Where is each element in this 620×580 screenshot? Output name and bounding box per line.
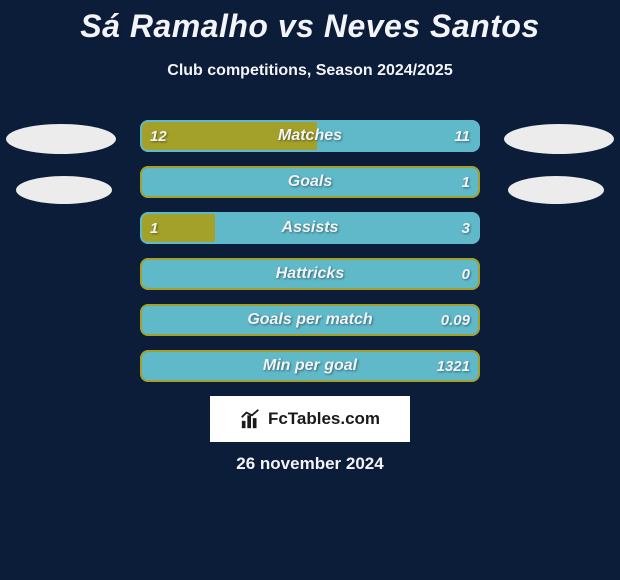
comparison-infographic: Sá Ramalho vs Neves Santos Club competit… xyxy=(0,0,620,580)
player-left-name: Sá Ramalho xyxy=(80,8,268,44)
stat-bar: Hattricks0 xyxy=(140,258,480,290)
page-title: Sá Ramalho vs Neves Santos xyxy=(0,8,620,45)
stat-bar-fill-right xyxy=(140,166,480,198)
stat-bars: Matches1211 Goals1 Assists13 Hattricks0 Goal… xyxy=(140,120,480,396)
source-logo-text: FcTables.com xyxy=(268,409,380,429)
stat-bar: Goals1 xyxy=(140,166,480,198)
player-left-avatar-placeholder-2 xyxy=(16,176,112,204)
player-left-avatar-placeholder xyxy=(6,124,116,154)
stat-bar-fill-left xyxy=(140,212,215,244)
snapshot-date: 26 november 2024 xyxy=(0,454,620,474)
bar-chart-icon xyxy=(240,408,262,430)
player-right-avatar-placeholder-2 xyxy=(508,176,604,204)
stat-bar: Assists13 xyxy=(140,212,480,244)
stat-bar-fill-right xyxy=(215,212,480,244)
player-right-avatar-placeholder xyxy=(504,124,614,154)
stat-bar-fill-right xyxy=(317,120,480,152)
stat-bar-fill-right xyxy=(140,304,480,336)
stat-bar: Goals per match0.09 xyxy=(140,304,480,336)
stat-bar: Min per goal1321 xyxy=(140,350,480,382)
stat-bar-fill-right xyxy=(140,350,480,382)
stat-bar-fill-right xyxy=(140,258,480,290)
vs-label: vs xyxy=(278,8,315,44)
player-right-name: Neves Santos xyxy=(324,8,540,44)
source-logo: FcTables.com xyxy=(210,396,410,442)
stat-bar: Matches1211 xyxy=(140,120,480,152)
subtitle: Club competitions, Season 2024/2025 xyxy=(0,62,620,80)
stat-bar-fill-left xyxy=(140,120,317,152)
